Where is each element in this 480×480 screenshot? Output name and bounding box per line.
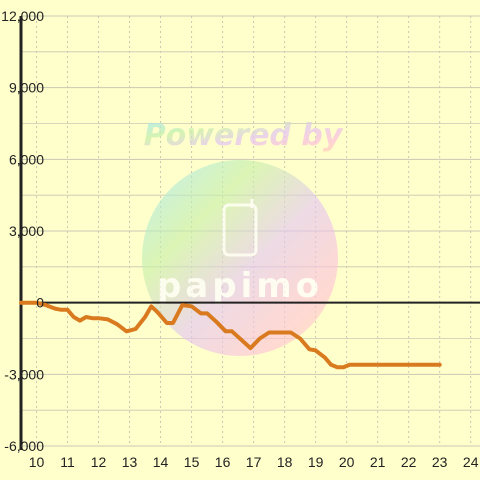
axes xyxy=(19,16,480,450)
x-tick-label: 20 xyxy=(339,454,355,470)
y-tick-label: -6,000 xyxy=(4,438,44,454)
y-tick-label: -3,000 xyxy=(4,366,44,382)
y-tick-label: 3,000 xyxy=(9,223,44,239)
series-line xyxy=(19,300,442,370)
x-tick-label: 15 xyxy=(184,454,200,470)
watermark-circle xyxy=(142,160,338,356)
series-layer xyxy=(19,300,442,370)
watermark-device-icon xyxy=(222,203,258,257)
y-tick-label: 9,000 xyxy=(9,80,44,96)
watermark-powered-by: Powered by xyxy=(144,118,344,153)
x-tick-label: 18 xyxy=(277,454,293,470)
x-tick-label: 21 xyxy=(370,454,386,470)
x-tick-label: 23 xyxy=(432,454,448,470)
x-tick-label: 16 xyxy=(215,454,231,470)
x-tick-label: 11 xyxy=(60,454,75,470)
x-tick-label: 19 xyxy=(308,454,324,470)
y-tick-label: 6,000 xyxy=(9,151,44,167)
x-tick-label: 10 xyxy=(29,454,45,470)
x-tick-label: 22 xyxy=(401,454,417,470)
x-tick-label: 13 xyxy=(122,454,138,470)
watermark-brand: papimo xyxy=(157,266,323,306)
x-tick-label: 12 xyxy=(91,454,107,470)
x-tick-label: 17 xyxy=(246,454,262,470)
x-tick-label: 24 xyxy=(463,454,479,470)
y-tick-label: 0 xyxy=(36,295,44,311)
x-tick-label: 14 xyxy=(153,454,169,470)
y-tick-label: 12,000 xyxy=(1,8,44,24)
